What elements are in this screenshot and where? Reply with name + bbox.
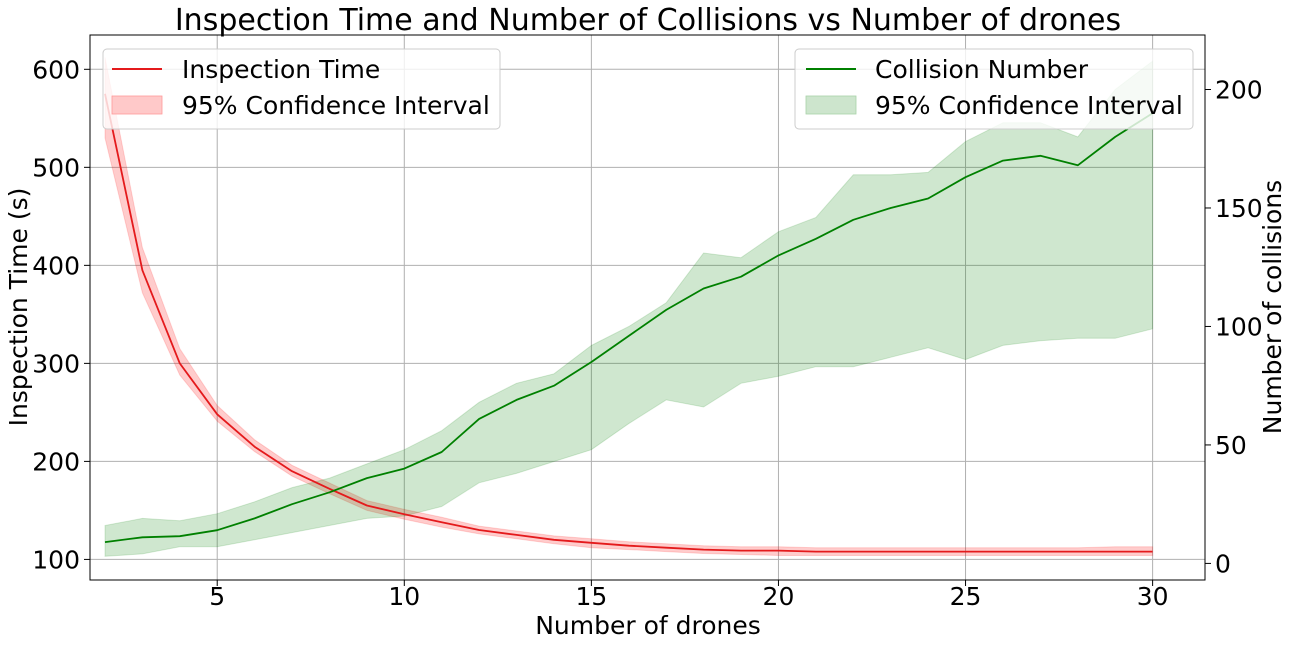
y-left-tick-label: 500 <box>32 153 80 182</box>
legend-left-label-1: 95% Confidence Interval <box>182 91 490 120</box>
y-axis-label-left: Inspection Time (s) <box>4 188 33 427</box>
series-line-0 <box>104 93 1153 553</box>
confidence-band-0 <box>104 57 1154 556</box>
legend-left: Inspection Time 95% Confidence Interval <box>102 48 501 130</box>
y-right-tick-label: 50 <box>1215 431 1247 460</box>
legend-left-label-0: Inspection Time <box>182 55 380 84</box>
legend-left-band-swatch <box>111 95 163 115</box>
y-right-tick-label: 0 <box>1215 549 1231 578</box>
legend-right-band-swatch <box>805 95 857 115</box>
y-right-tick-label: 200 <box>1215 76 1263 105</box>
confidence-band-1 <box>104 60 1154 557</box>
series-lines <box>104 93 1154 553</box>
legend-right-box <box>794 48 1194 130</box>
legend-right-label-0: Collision Number <box>875 55 1089 84</box>
legend-left-box <box>102 48 501 130</box>
legend-right: Collision Number 95% Confidence Interval <box>794 48 1194 130</box>
x-tick-label: 15 <box>575 582 607 611</box>
plot-frame <box>89 34 1206 581</box>
y-left-tick-label: 200 <box>32 447 80 476</box>
y-right-tick-label: 150 <box>1215 194 1263 223</box>
x-axis-label: Number of drones <box>535 611 761 640</box>
legend-right-label-1: 95% Confidence Interval <box>875 91 1183 120</box>
series-line-1 <box>104 112 1154 543</box>
y-left-tick-label: 300 <box>32 349 80 378</box>
x-tick-label: 5 <box>209 582 225 611</box>
confidence-bands <box>104 57 1154 557</box>
x-tick-label: 10 <box>388 582 420 611</box>
x-tick-label: 20 <box>763 582 795 611</box>
y-left-tick-label: 400 <box>32 251 80 280</box>
y-right-tick-label: 100 <box>1215 312 1263 341</box>
chart-title: Inspection Time and Number of Collisions… <box>175 3 1121 38</box>
x-tick-label: 30 <box>1137 582 1169 611</box>
y-left-tick-label: 100 <box>32 545 80 574</box>
x-tick-label: 25 <box>950 582 982 611</box>
ticks: 5 10 15 20 25 30 100 200 300 400 500 600 0 50 100 150 20… <box>32 55 1262 611</box>
y-axis-label-right: Number of collisions <box>1258 180 1287 434</box>
y-left-tick-label: 600 <box>32 55 80 84</box>
